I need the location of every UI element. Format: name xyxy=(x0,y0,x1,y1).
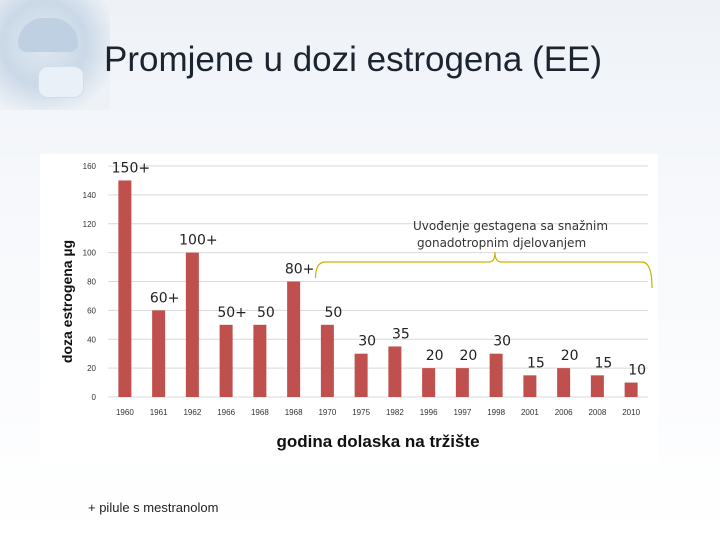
y-tick-label: 160 xyxy=(83,162,97,171)
annotation-brace xyxy=(314,251,653,289)
data-label: 50+ xyxy=(217,305,247,321)
y-axis-title: doza estrogena µg xyxy=(59,240,75,363)
y-tick-label: 100 xyxy=(83,249,97,258)
data-label: 35 xyxy=(392,326,410,342)
x-axis-title: godina dolaska na tržište xyxy=(276,432,479,451)
bar xyxy=(422,368,436,397)
bar xyxy=(118,180,132,397)
data-label: 60+ xyxy=(150,290,180,306)
data-label: 50 xyxy=(257,305,275,321)
slide-title: Promjene u dozi estrogena (EE) xyxy=(104,40,603,79)
x-tick-label: 1982 xyxy=(386,408,404,417)
x-tick-label: 1970 xyxy=(318,408,336,417)
bar xyxy=(253,324,267,397)
bar xyxy=(455,368,469,397)
x-tick-label: 2001 xyxy=(521,408,539,417)
x-tick-label: 1996 xyxy=(420,408,438,417)
x-tick-label: 1966 xyxy=(217,408,235,417)
footnote: + pilule s mestranolom xyxy=(88,500,219,515)
bar xyxy=(388,346,402,397)
bar xyxy=(489,353,503,397)
x-tick-label: 1997 xyxy=(453,408,471,417)
bar xyxy=(354,353,368,397)
surgeon-cap xyxy=(18,18,78,52)
x-tick-label: 2006 xyxy=(555,408,573,417)
data-label: 100+ xyxy=(179,233,217,249)
data-label: 15 xyxy=(594,355,612,371)
bar xyxy=(523,375,537,397)
data-label: 80+ xyxy=(285,262,315,278)
data-label: 20 xyxy=(426,348,444,364)
y-tick-label: 60 xyxy=(87,306,96,315)
data-label: 30 xyxy=(358,334,376,350)
chart-panel: 0 20 40 60 80 100 120 140 160 1960 150+ 1961 60+ 1962… xyxy=(40,154,658,463)
data-label: 10 xyxy=(628,363,646,379)
x-tick-label: 1998 xyxy=(487,408,505,417)
x-tick-label: 1961 xyxy=(150,408,168,417)
data-label: 15 xyxy=(527,355,545,371)
y-tick-label: 20 xyxy=(87,364,96,373)
y-tick-label: 80 xyxy=(87,278,96,287)
bar xyxy=(185,252,199,397)
y-tick-label: 0 xyxy=(92,393,97,402)
x-tick-label: 1968 xyxy=(251,408,269,417)
y-tick-label: 140 xyxy=(83,191,97,200)
data-label: 150+ xyxy=(112,160,150,176)
surgeon-mask xyxy=(38,66,84,98)
x-tick-label: 1975 xyxy=(352,408,370,417)
bar xyxy=(557,368,571,397)
x-tick-label: 2010 xyxy=(622,408,640,417)
data-label: 30 xyxy=(493,334,511,350)
bar xyxy=(152,310,166,397)
bar xyxy=(287,281,301,397)
bar xyxy=(320,324,334,397)
x-tick-label: 1962 xyxy=(183,408,201,417)
surgeon-photo xyxy=(0,0,110,110)
y-tick-label: 120 xyxy=(83,220,97,229)
data-label: 50 xyxy=(324,305,342,321)
data-label: 20 xyxy=(459,348,477,364)
y-tick-label: 40 xyxy=(87,335,96,344)
annotation-line-1: Uvođenje gestagena sa snažnim xyxy=(413,219,608,233)
x-tick-label: 2008 xyxy=(588,408,606,417)
bar xyxy=(590,375,604,397)
x-tick-label: 1968 xyxy=(285,408,303,417)
data-label: 20 xyxy=(561,348,579,364)
x-tick-label: 1960 xyxy=(116,408,134,417)
bar-chart: 0 20 40 60 80 100 120 140 160 1960 150+ 1961 60+ 1962… xyxy=(59,160,653,451)
bar xyxy=(624,382,638,397)
bar xyxy=(219,324,233,397)
annotation-line-2: gonadotropnim djelovanjem xyxy=(417,236,586,250)
